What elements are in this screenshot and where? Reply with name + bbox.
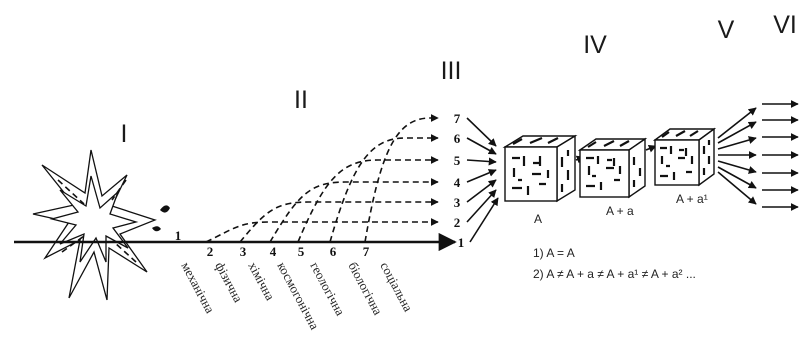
stage-label-5: V (718, 16, 735, 44)
box-a-plus-a-label: A + a (606, 204, 634, 218)
form-label-physical: фізична (212, 259, 246, 305)
stage-label-1: I (121, 120, 128, 148)
axis-number: 6 (330, 244, 337, 259)
level-number: 6 (454, 131, 461, 146)
level-number: 3 (454, 195, 461, 210)
axis-number: 3 (240, 244, 247, 259)
axis-numbers: 1 2 3 4 5 6 7 (175, 228, 370, 259)
stage-label-3: III (441, 57, 462, 85)
form-labels: механічна фізична хімічна космогонічна г… (178, 259, 416, 332)
box-a-label: A (534, 212, 542, 226)
level-number: 2 (454, 215, 461, 230)
axis-number: 2 (207, 244, 214, 259)
box-a (502, 134, 578, 203)
stage-label-6: VI (773, 11, 797, 39)
axis-number: 5 (298, 244, 305, 259)
parallel-arrows (762, 100, 799, 211)
level-number: 4 (454, 175, 461, 190)
axis-number: 7 (363, 244, 370, 259)
big-bang-burst (32, 149, 170, 301)
level-numbers: 1 2 3 4 5 6 7 (454, 111, 465, 250)
stage-label-4: IV (583, 31, 607, 59)
dashed-curves (205, 114, 439, 243)
box-a-plus-a1 (652, 127, 717, 187)
box-a-plus-a (577, 137, 648, 199)
form-label-mechanical: механічна (178, 259, 218, 315)
diverging-arrows (717, 107, 757, 205)
level-number: 1 (458, 235, 465, 250)
converging-arrows (466, 117, 499, 243)
box-a-plus-a1-label: A + a¹ (676, 192, 708, 206)
level-number: 7 (454, 111, 461, 126)
formula-2: 2) A ≠ A + a ≠ A + a¹ ≠ A + a² ... (533, 267, 696, 281)
level-number: 5 (454, 153, 461, 168)
form-label-chemical: хімічна (245, 259, 278, 303)
axis-number: 1 (175, 228, 182, 243)
axis-number: 4 (270, 244, 277, 259)
stage-label-2: II (294, 86, 308, 114)
formula-1: 1) A = A (533, 246, 575, 260)
